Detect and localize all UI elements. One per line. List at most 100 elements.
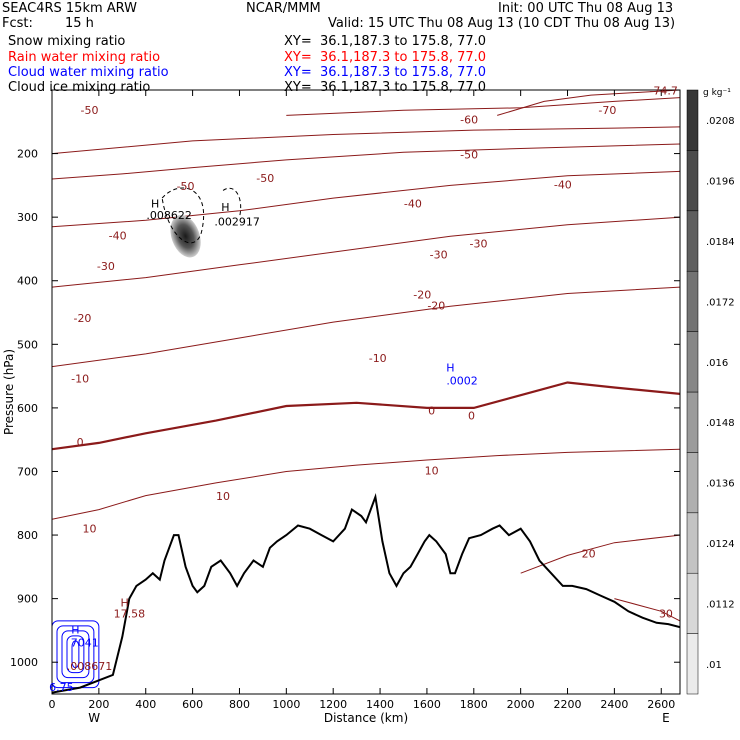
extremum-label: .008622 bbox=[146, 209, 192, 222]
colorbar-cell bbox=[686, 572, 699, 634]
fcst-label: Fcst: bbox=[2, 16, 33, 31]
y-tick-label: 700 bbox=[17, 465, 38, 478]
extremum-label: 7041 bbox=[71, 636, 99, 649]
isotherm-1 bbox=[286, 97, 680, 116]
x-tick-label: 1000 bbox=[272, 698, 300, 711]
x-tick-label: 400 bbox=[135, 698, 156, 711]
isotherm-7 bbox=[52, 381, 680, 451]
contour-label: -10 bbox=[71, 372, 89, 385]
isotherm-3 bbox=[52, 143, 680, 180]
extremum-label: H bbox=[121, 596, 129, 609]
contour-label: -20 bbox=[73, 312, 91, 325]
isotherm-10 bbox=[614, 598, 680, 622]
colorbar-tick-label: .0136 bbox=[706, 479, 735, 490]
extremum-label: H bbox=[71, 624, 79, 637]
extremum-label: 6.75 bbox=[49, 681, 74, 694]
contour-label: 0 bbox=[468, 409, 475, 422]
contour-label: -40 bbox=[109, 229, 127, 242]
contour-label: 10 bbox=[216, 490, 230, 503]
colorbar-tick-label: .0172 bbox=[706, 297, 735, 308]
contour-label: -74.7 bbox=[649, 84, 677, 97]
colorbar-tick-label: .016 bbox=[706, 358, 728, 369]
contour-label: -30 bbox=[430, 248, 448, 261]
colorbar-tick-label: .0184 bbox=[706, 237, 735, 248]
y-tick-label: 500 bbox=[17, 338, 38, 351]
y-tick-label: 300 bbox=[17, 211, 38, 224]
plot-frame bbox=[51, 89, 681, 695]
extremum-label: H bbox=[446, 362, 454, 375]
contour-label: -20 bbox=[427, 299, 445, 312]
x-tick-label: 1600 bbox=[413, 698, 441, 711]
contour-label: -40 bbox=[554, 179, 572, 192]
fcst-value: 15 h bbox=[65, 16, 94, 31]
cloud-ice-shading bbox=[170, 215, 201, 258]
x-tick-label: 800 bbox=[229, 698, 250, 711]
field-xy-rain: XY= 36.1,187.3 to 175.8, 77.0 bbox=[284, 50, 487, 65]
y-tick-label: 400 bbox=[17, 275, 38, 288]
contour-label: 0 bbox=[428, 404, 435, 417]
organization-label: NCAR/MMM bbox=[246, 1, 321, 16]
x-tick-label: 2000 bbox=[507, 698, 535, 711]
colorbar-cell bbox=[686, 150, 699, 212]
y-axis-label: Pressure (hPa) bbox=[2, 349, 16, 435]
x-tick-label: 2200 bbox=[554, 698, 582, 711]
contour-label: -70 bbox=[598, 104, 616, 117]
snow-contour-2 bbox=[222, 187, 242, 218]
isotherm-2 bbox=[52, 126, 680, 155]
cloud-water-contour-4 bbox=[71, 640, 80, 669]
colorbar-cell bbox=[686, 391, 699, 453]
isotherm-5 bbox=[52, 216, 680, 288]
isotherm-4 bbox=[52, 170, 680, 228]
colorbar-unit: g kg⁻¹ bbox=[703, 88, 731, 98]
y-tick-label: 600 bbox=[17, 402, 38, 415]
contour-label: 20 bbox=[582, 547, 596, 560]
colorbar-tick-label: .0124 bbox=[706, 539, 735, 550]
y-tick-label: 1000 bbox=[10, 656, 38, 669]
field-name-rain: Rain water mixing ratio bbox=[8, 50, 161, 65]
contour-label: -30 bbox=[97, 260, 115, 273]
endpoint-east: E bbox=[662, 711, 670, 725]
contour-label: -20 bbox=[413, 289, 431, 302]
endpoint-west: W bbox=[88, 711, 100, 725]
field-xy-snow: XY= 36.1,187.3 to 175.8, 77.0 bbox=[284, 34, 487, 49]
x-tick-label: 1800 bbox=[460, 698, 488, 711]
field-xy-cloud-water: XY= 36.1,187.3 to 175.8, 77.0 bbox=[284, 65, 487, 80]
colorbar-tick-label: .0196 bbox=[706, 177, 735, 188]
contour-label: -50 bbox=[177, 180, 195, 193]
terrain-line bbox=[52, 492, 680, 694]
x-tick-label: 2600 bbox=[647, 698, 675, 711]
y-tick-label: 900 bbox=[17, 593, 38, 606]
y-tick-label: 200 bbox=[17, 148, 38, 161]
colorbar-cell bbox=[686, 633, 699, 695]
x-tick-label: 2400 bbox=[600, 698, 628, 711]
model-title: SEAC4RS 15km ARW bbox=[2, 1, 138, 16]
extremum-label: H bbox=[151, 198, 159, 211]
field-xy-cloud-ice: XY= 36.1,187.3 to 175.8, 77.0 bbox=[284, 80, 487, 95]
y-tick-label: 800 bbox=[17, 529, 38, 542]
cloud-water-contour-2 bbox=[61, 630, 90, 679]
x-axis-label: Distance (km) bbox=[324, 711, 408, 725]
contour-label: -30 bbox=[469, 238, 487, 251]
field-name-cloud-water: Cloud water mixing ratio bbox=[8, 65, 169, 80]
colorbar-cell bbox=[686, 210, 699, 272]
contour-label: -50 bbox=[81, 104, 99, 117]
field-name-snow: Snow mixing ratio bbox=[8, 34, 126, 49]
contour-label: -50 bbox=[256, 172, 274, 185]
cloud-water-contour-3 bbox=[66, 635, 85, 674]
x-tick-label: 1400 bbox=[366, 698, 394, 711]
colorbar-tick-label: .0112 bbox=[706, 599, 735, 610]
extremum-label: H bbox=[221, 201, 229, 214]
colorbar-tick-label: .01 bbox=[706, 660, 722, 671]
contour-label: 30 bbox=[659, 608, 673, 621]
colorbar-cell bbox=[686, 331, 699, 393]
contour-label: -10 bbox=[369, 352, 387, 365]
colorbar-tick-label: .0148 bbox=[706, 418, 735, 429]
colorbar-tick-label: .0208 bbox=[706, 116, 735, 127]
colorbar-cell bbox=[686, 452, 699, 514]
extremum-label: .008671 bbox=[67, 660, 113, 673]
x-tick-label: 600 bbox=[182, 698, 203, 711]
isotherm-8 bbox=[52, 448, 680, 520]
contour-label: 10 bbox=[425, 465, 439, 478]
x-tick-label: 200 bbox=[88, 698, 109, 711]
